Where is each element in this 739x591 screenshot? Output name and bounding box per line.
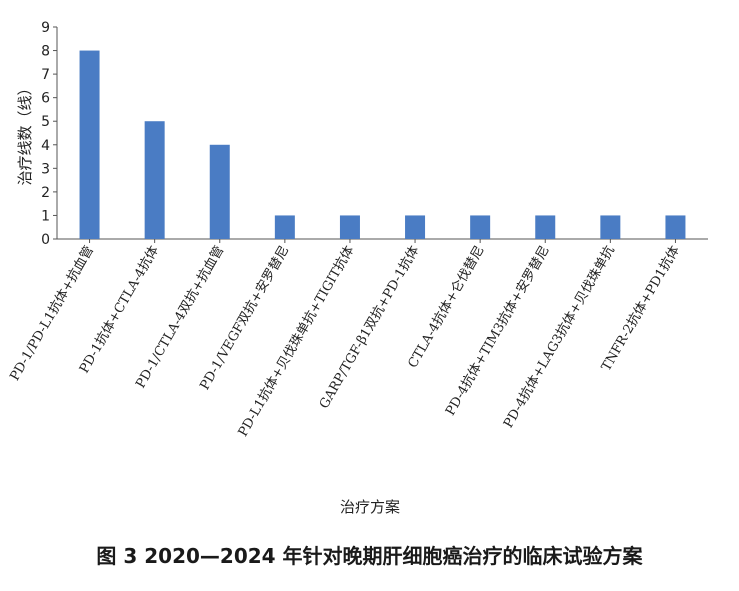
figure-caption: 图 3 2020—2024 年针对晚期肝细胞癌治疗的临床试验方案 bbox=[96, 544, 643, 568]
y-tick-label: 1 bbox=[41, 208, 50, 224]
y-tick-label: 5 bbox=[41, 114, 50, 130]
y-axis-label: 治疗线数（线） bbox=[16, 80, 34, 185]
bar bbox=[339, 215, 360, 239]
x-tick-label: PD-L1抗体+贝伐珠单抗+TIGIT抗体 bbox=[236, 244, 358, 440]
bar bbox=[405, 215, 426, 239]
bar bbox=[274, 215, 295, 239]
bar bbox=[79, 50, 100, 239]
y-tick-label: 2 bbox=[41, 185, 50, 201]
bar bbox=[470, 215, 491, 239]
y-tick-label: 0 bbox=[41, 232, 50, 248]
y-tick-label: 6 bbox=[41, 91, 50, 107]
x-axis-label: 治疗方案 bbox=[340, 498, 400, 516]
bar bbox=[600, 215, 621, 239]
y-ticks: 0 1 2 3 4 5 6 7 8 9 bbox=[41, 20, 57, 248]
bars bbox=[79, 50, 686, 239]
bar bbox=[144, 121, 165, 239]
x-tick-label: PD-4抗体+LAG3抗体+贝伐珠单抗 bbox=[501, 244, 618, 431]
x-ticks: PD-1/PD-L1抗体+抗血管PD-1抗体+CTLA-4抗体PD-1/CTLA… bbox=[7, 239, 683, 440]
x-tick-label: CTLA-4抗体+仑伐替尼 bbox=[406, 244, 488, 371]
y-tick-label: 3 bbox=[41, 161, 50, 177]
bar bbox=[665, 215, 686, 239]
x-tick-label: TNFR-2抗体+PD1抗体 bbox=[599, 244, 683, 374]
y-tick-label: 9 bbox=[41, 20, 50, 36]
bar bbox=[535, 215, 556, 239]
bar bbox=[209, 144, 230, 239]
y-tick-label: 8 bbox=[41, 44, 50, 60]
y-tick-label: 4 bbox=[41, 138, 50, 154]
axes bbox=[56, 27, 708, 240]
y-tick-label: 7 bbox=[41, 67, 50, 83]
